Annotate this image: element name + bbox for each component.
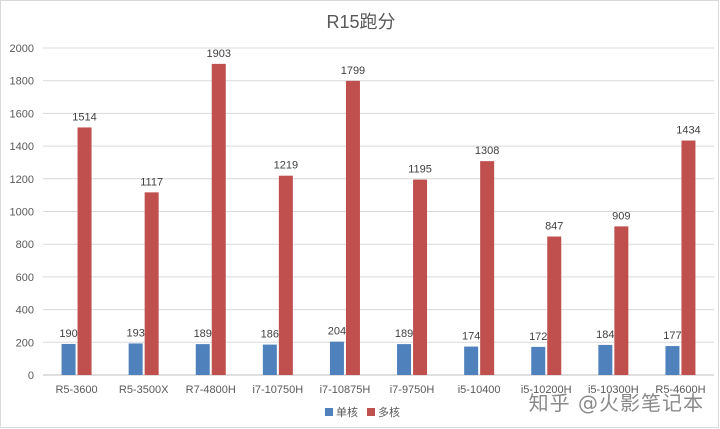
data-label: 189: [395, 328, 413, 340]
x-tick-label: i7-10750H: [252, 384, 303, 396]
data-label: 174: [462, 331, 480, 343]
bar-single: [329, 341, 344, 375]
y-tick-label: 1800: [10, 76, 34, 88]
x-tick-label: R7-4800H: [186, 384, 236, 396]
bar-multi: [144, 192, 159, 375]
bar-single: [195, 344, 210, 375]
y-tick-label: 1200: [10, 174, 34, 186]
data-label: 172: [529, 331, 547, 343]
bar-single: [262, 344, 277, 375]
data-label: 186: [261, 329, 279, 341]
watermark: 知乎 @火影笔记本: [528, 391, 704, 415]
bar-multi: [614, 226, 629, 375]
data-label: 190: [59, 328, 77, 340]
y-tick-label: 1400: [10, 141, 34, 153]
x-axis: R5-3600 R5-3500X R7-4800H i7-10750H i7-10875…: [55, 384, 705, 396]
y-tick-label: 1600: [10, 108, 34, 120]
data-label: 909: [612, 210, 630, 222]
data-label: 1514: [72, 111, 96, 123]
y-axis: 0 200 400 600 800 1000 1200 1400 1600 1800 2000: [10, 43, 34, 382]
data-label: 1219: [274, 160, 298, 172]
legend-swatch: [325, 408, 333, 416]
legend-swatch: [367, 408, 375, 416]
bar-multi: [77, 127, 92, 375]
bar-multi: [278, 175, 293, 375]
data-label: 1195: [408, 164, 432, 176]
legend-label: 单核: [336, 405, 358, 419]
bar-multi: [480, 161, 495, 375]
bar-single: [464, 346, 479, 375]
data-label: 1903: [207, 48, 231, 60]
data-label: 189: [194, 328, 212, 340]
x-tick-label: i5-10300H: [588, 384, 639, 396]
bar-multi: [345, 80, 360, 376]
data-label: 193: [126, 327, 144, 339]
y-tick-label: 200: [16, 337, 34, 349]
chart-title: R15跑分: [326, 12, 395, 32]
bar-multi: [547, 236, 562, 375]
data-label: 1799: [341, 65, 365, 77]
y-tick-label: 2000: [10, 43, 34, 55]
x-tick-label: i7-9750H: [390, 384, 435, 396]
bar-multi: [211, 63, 226, 376]
legend-label: 多核: [378, 405, 400, 419]
data-label: 1434: [676, 125, 700, 137]
y-tick-label: 800: [16, 239, 34, 251]
data-label: 184: [596, 329, 614, 341]
x-tick-label: R5-3500X: [119, 384, 169, 396]
bars: [61, 63, 696, 376]
x-tick-label: R5-4600H: [655, 384, 705, 396]
x-tick-label: i7-10875H: [320, 384, 371, 396]
y-tick-label: 400: [16, 305, 34, 317]
x-tick-label: R5-3600: [55, 384, 97, 396]
bar-single: [665, 346, 680, 375]
bar-single: [531, 346, 546, 375]
bar-multi: [681, 140, 696, 375]
y-tick-label: 1000: [10, 207, 34, 219]
bar-single: [598, 344, 613, 375]
data-label: 847: [545, 221, 563, 233]
bar-multi: [413, 179, 428, 375]
data-label: 1308: [475, 145, 499, 157]
bar-single: [61, 343, 76, 375]
x-tick-label: i5-10400: [458, 384, 501, 396]
data-labels: 190 1514 193 1117 189 1903 186 1219 204 1799 189 11…: [59, 48, 700, 343]
y-tick-label: 0: [28, 370, 34, 382]
data-label: 1117: [140, 176, 163, 188]
bar-single: [128, 343, 143, 375]
x-tick-label: i5-10200H: [521, 384, 572, 396]
y-tick-label: 600: [16, 272, 34, 284]
data-label: 177: [663, 330, 681, 342]
bar-single: [397, 344, 412, 375]
legend: 单核 多核: [325, 405, 400, 419]
data-label: 204: [328, 326, 346, 338]
